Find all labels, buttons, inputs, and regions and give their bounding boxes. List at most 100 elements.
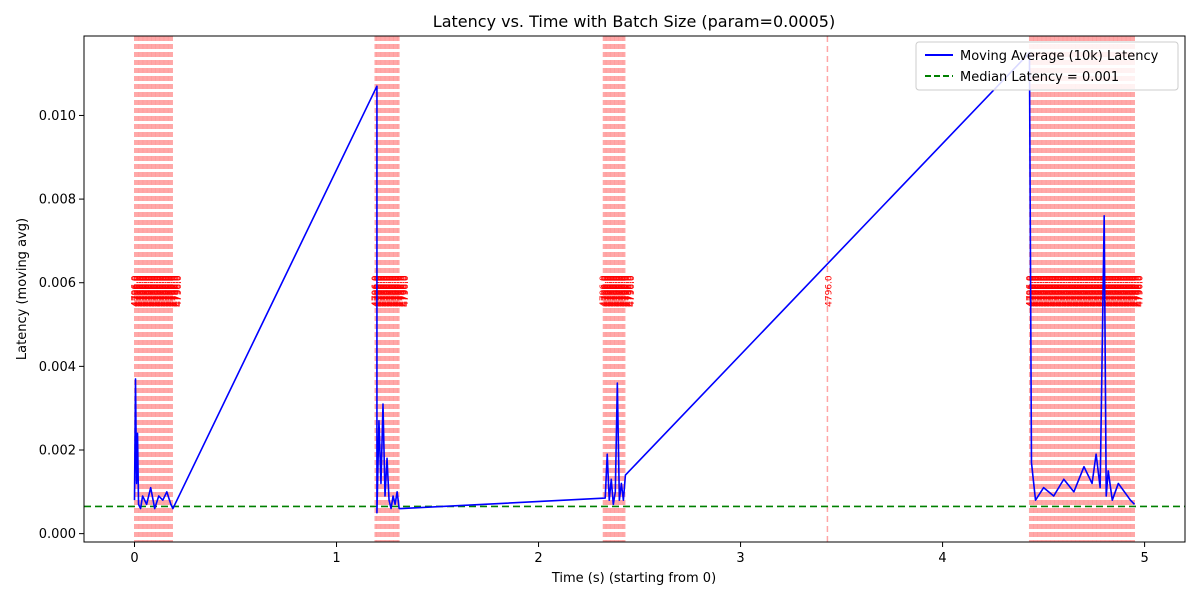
batch-label-3: 4796.0 <box>1120 275 1130 307</box>
batch-label-1: 4796.0 <box>385 275 395 307</box>
batch-label-3: 4796.0 <box>1135 275 1145 307</box>
batch-label-1: 4796.0 <box>390 275 400 307</box>
batch-label-3: 4796.0 <box>1034 275 1044 307</box>
batch-label-3: 4796.0 <box>1051 275 1061 307</box>
batch-label-0: 4796.0 <box>169 275 179 307</box>
batch-label-3: 4796.0 <box>1107 275 1117 307</box>
batch-label-0: 4796.0 <box>144 275 154 307</box>
x-tick-label: 1 <box>332 551 340 566</box>
batch-label-1: 4796.0 <box>389 275 399 307</box>
x-ticks-layer: 0 1 2 3 4 5 <box>130 542 1149 566</box>
batch-label-0: 4796.0 <box>158 275 168 307</box>
batch-label-0: 4796.0 <box>137 275 147 307</box>
batch-label-3: 4796.0 <box>1041 275 1051 307</box>
batch-label-1: 4796.0 <box>371 275 381 307</box>
series-layer <box>133 51 1136 514</box>
batch-label-3: 4796.0 <box>1057 275 1067 307</box>
batch-label-1: 4796.0 <box>378 275 388 307</box>
batch-label-0: 4796.0 <box>141 275 151 307</box>
batch-label-0: 4796.0 <box>164 275 174 307</box>
batch-label-3: 4796.0 <box>1125 275 1135 307</box>
y-tick-label: 0.006 <box>39 276 76 291</box>
batch-label-3: 4796.0 <box>1087 275 1097 307</box>
batch-label-3: 4796.0 <box>1096 275 1106 307</box>
batch-label-0: 4796.0 <box>135 275 145 307</box>
batch-label-3: 4796.0 <box>1063 275 1073 307</box>
batch-label-2: 4796.0 <box>602 275 612 307</box>
x-tick-label: 2 <box>534 551 542 566</box>
batch-label-3: 4796.0 <box>1059 275 1069 307</box>
batch-label-0: 4796.0 <box>138 275 148 307</box>
batch-label-0: 4796.0 <box>147 275 157 307</box>
x-tick-label: 3 <box>736 551 744 566</box>
batch-label-annotated: 4796.0 <box>824 275 834 307</box>
batch-label-3: 4796.0 <box>1027 275 1037 307</box>
x-tick-label: 0 <box>130 551 138 566</box>
batch-label-3: 4796.0 <box>1086 275 1096 307</box>
batch-label-3: 4796.0 <box>1131 275 1141 307</box>
batch-label-3: 4796.0 <box>1127 275 1137 307</box>
batch-label-2: 4796.0 <box>625 275 635 307</box>
batch-label-2: 4796.0 <box>622 275 632 307</box>
batch-label-3: 4796.0 <box>1074 275 1084 307</box>
batch-label-3: 4796.0 <box>1036 275 1046 307</box>
batch-label-2: 4796.0 <box>619 275 629 307</box>
batch-label-3: 4796.0 <box>1121 275 1131 307</box>
batch-label-3: 4796.0 <box>1130 275 1140 307</box>
batch-label-3: 4796.0 <box>1124 275 1134 307</box>
y-tick-label: 0.008 <box>39 193 76 208</box>
batch-label-2: 4796.0 <box>627 275 637 307</box>
batch-label-3: 4796.0 <box>1114 275 1124 307</box>
y-tick-label: 0.000 <box>39 527 76 542</box>
batch-label-3: 4796.0 <box>1118 275 1128 307</box>
batch-label-0: 4796.0 <box>151 275 161 307</box>
batch-label-3: 4796.0 <box>1091 275 1101 307</box>
batch-label-1: 4796.0 <box>392 275 402 307</box>
batch-label-3: 4796.0 <box>1073 275 1083 307</box>
chart-title: Latency vs. Time with Batch Size (param=… <box>433 12 835 31</box>
batch-label-3: 4796.0 <box>1078 275 1088 307</box>
batch-label-3: 4796.0 <box>1105 275 1115 307</box>
legend: Moving Average (10k) Latency Median Late… <box>915 41 1179 91</box>
batch-label-3: 4796.0 <box>1039 275 1049 307</box>
batch-label-1: 4796.0 <box>379 275 389 307</box>
legend-box <box>915 41 1179 91</box>
batch-label-0: 4796.0 <box>162 275 172 307</box>
batch-label-0: 4796.0 <box>168 275 178 307</box>
batch-label-3: 4796.0 <box>1104 275 1114 307</box>
batch-label-3: 4796.0 <box>1122 275 1132 307</box>
batch-label-3: 4796.0 <box>1047 275 1057 307</box>
x-tick-label: 5 <box>1140 551 1148 566</box>
batch-label-1: 4796.0 <box>394 275 404 307</box>
batch-label-3: 4796.0 <box>1061 275 1071 307</box>
batch-label-3: 4796.0 <box>1046 275 1056 307</box>
batch-label-0: 4796.0 <box>132 275 142 307</box>
batch-label-3: 4796.0 <box>1080 275 1090 307</box>
batch-label-1: 4796.0 <box>387 275 397 307</box>
batch-label-2: 4796.0 <box>613 275 623 307</box>
batch-label-0: 4796.0 <box>146 275 156 307</box>
batch-label-3: 4796.0 <box>1032 275 1042 307</box>
batch-label-3: 4796.0 <box>1115 275 1125 307</box>
batch-label-1: 4796.0 <box>383 275 393 307</box>
batch-label-2: 4796.0 <box>623 275 633 307</box>
batch-label-1: 4796.0 <box>375 275 385 307</box>
batch-label-0: 4796.0 <box>161 275 171 307</box>
batch-label-3: 4796.0 <box>1029 275 1039 307</box>
batch-label-0: 4796.0 <box>133 275 143 307</box>
batch-label-2: 4796.0 <box>600 275 610 307</box>
batch-label-3: 4796.0 <box>1052 275 1062 307</box>
batch-label-3: 4796.0 <box>1128 275 1138 307</box>
x-tick-label: 4 <box>938 551 946 566</box>
batch-label-3: 4796.0 <box>1028 275 1038 307</box>
batch-label-2: 4796.0 <box>604 275 614 307</box>
batch-label-3: 4796.0 <box>1082 275 1092 307</box>
batch-label-3: 4796.0 <box>1042 275 1052 307</box>
batch-label-1: 4796.0 <box>396 275 406 307</box>
batch-label-0: 4796.0 <box>167 275 177 307</box>
batch-label-3: 4796.0 <box>1109 275 1119 307</box>
y-tick-label: 0.004 <box>39 360 76 375</box>
batch-label-2: 4796.0 <box>605 275 615 307</box>
